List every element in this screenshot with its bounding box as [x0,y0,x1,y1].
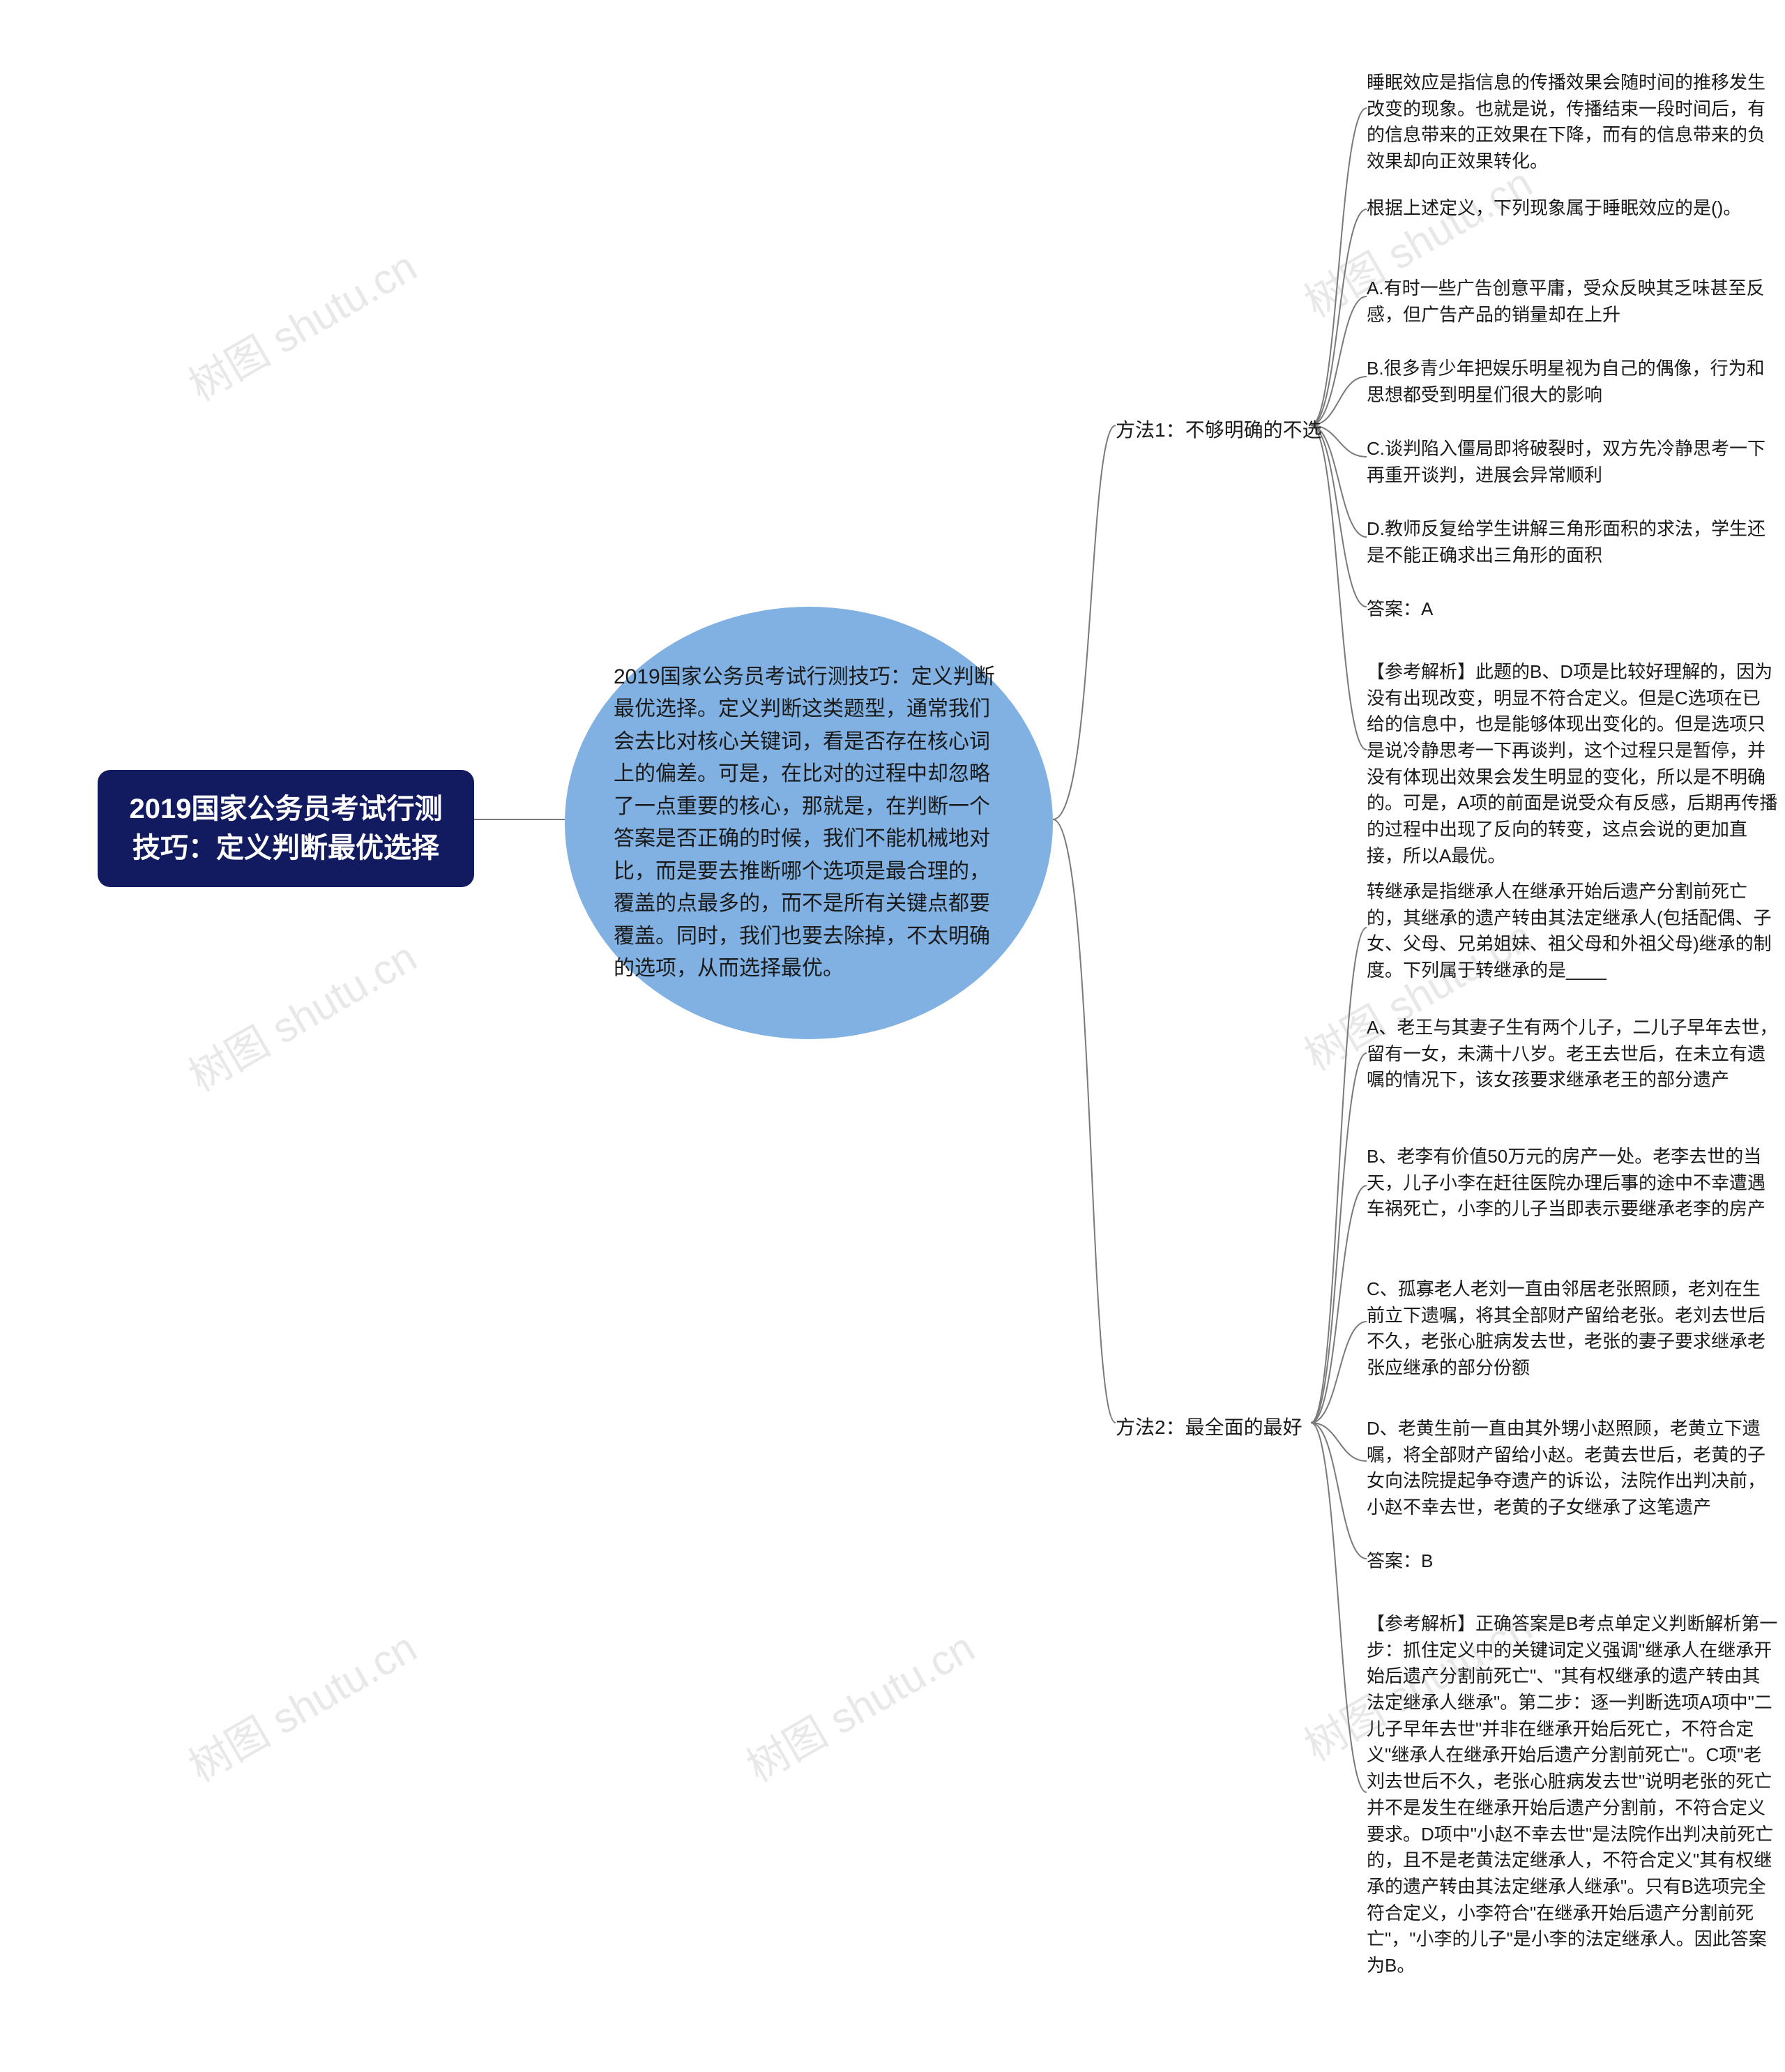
leaf-text: D.教师反复给学生讲解三角形面积的求法，学生还是不能正确求出三角形的面积 [1367,518,1765,566]
leaf-node[interactable]: A.有时一些广告创意平庸，受众反映其乏味甚至反感，但广告产品的销量却在上升 [1367,275,1778,328]
leaf-node[interactable]: C.谈判陷入僵局即将破裂时，双方先冷静思考一下再重开谈判，进展会异常顺利 [1367,436,1778,488]
leaf-text: C、孤寡老人老刘一直由邻居老张照顾，老刘在生前立下遗嘱，将其全部财产留给老张。老… [1367,1278,1765,1378]
leaf-node[interactable]: 根据上述定义，下列现象属于睡眠效应的是()。 [1367,195,1778,222]
leaf-node[interactable]: 转继承是指继承人在继承开始后遗产分割前死亡的，其继承的遗产转由其法定继承人(包括… [1367,879,1778,984]
leaf-text: 转继承是指继承人在继承开始后遗产分割前死亡的，其继承的遗产转由其法定继承人(包括… [1367,881,1772,981]
leaf-text: 【参考解析】此题的B、D项是比较好理解的，因为没有出现改变，明显不符合定义。但是… [1367,661,1777,866]
leaf-node[interactable]: 答案：A [1367,596,1778,623]
leaf-node[interactable]: A、老王与其妻子生有两个儿子，二儿子早年去世，留有一女，未满十八岁。老王去世后，… [1367,1015,1778,1094]
leaf-text: 答案：B [1367,1550,1433,1571]
leaf-node[interactable]: 【参考解析】正确答案是B考点单定义判断解析第一步：抓住定义中的关键词定义强调"继… [1367,1611,1778,1979]
leaf-node[interactable]: 睡眠效应是指信息的传播效果会随时间的推移发生改变的现象。也就是说，传播结束一段时… [1367,70,1778,175]
leaf-node[interactable]: B、老李有价值50万元的房产一处。老李去世的当天，儿子小李在赶往医院办理后事的途… [1367,1144,1778,1223]
leaf-text: A.有时一些广告创意平庸，受众反映其乏味甚至反感，但广告产品的销量却在上升 [1367,278,1765,325]
watermark: 树图 shutu.cn [176,1615,426,1794]
leaf-text: D、老黄生前一直由其外甥小赵照顾，老黄立下遗嘱，将全部财产留给小赵。老黄去世后，… [1367,1418,1765,1518]
leaf-node[interactable]: B.很多青少年把娱乐明星视为自己的偶像，行为和思想都受到明星们很大的影响 [1367,356,1778,408]
method1-label-text: 方法1：不够明确的不选 [1116,419,1322,441]
leaf-text: B、老李有价值50万元的房产一处。老李去世的当天，儿子小李在赶往医院办理后事的途… [1367,1146,1765,1219]
method2-label[interactable]: 方法2：最全面的最好 [1116,1412,1302,1440]
leaf-text: A、老王与其妻子生有两个儿子，二儿子早年去世，留有一女，未满十八岁。老王去世后，… [1367,1017,1777,1090]
watermark: 树图 shutu.cn [176,924,426,1103]
leaf-text: 【参考解析】正确答案是B考点单定义判断解析第一步：抓住定义中的关键词定义强调"继… [1367,1613,1777,1976]
method2-label-text: 方法2：最全面的最好 [1116,1416,1302,1438]
root-node[interactable]: 2019国家公务员考试行测技巧：定义判断最优选择 [98,770,474,887]
leaf-node[interactable]: 答案：B [1367,1548,1778,1575]
central-node[interactable]: 2019国家公务员考试行测技巧：定义判断最优选择。定义判断这类题型，通常我们会去… [565,607,1053,1039]
leaf-text: 根据上述定义，下列现象属于睡眠效应的是()。 [1367,197,1741,218]
central-text: 2019国家公务员考试行测技巧：定义判断最优选择。定义判断这类题型，通常我们会去… [614,661,1004,985]
leaf-text: B.很多青少年把娱乐明星视为自己的偶像，行为和思想都受到明星们很大的影响 [1367,358,1765,405]
watermark: 树图 shutu.cn [734,1615,984,1794]
method1-label[interactable]: 方法1：不够明确的不选 [1116,415,1322,443]
leaf-node[interactable]: D、老黄生前一直由其外甥小赵照顾，老黄立下遗嘱，将全部财产留给小赵。老黄去世后，… [1367,1416,1778,1521]
root-title: 2019国家公务员考试行测技巧：定义判断最优选择 [130,794,443,863]
leaf-text: 答案：A [1367,598,1433,619]
leaf-text: 睡眠效应是指信息的传播效果会随时间的推移发生改变的现象。也就是说，传播结束一段时… [1367,72,1765,172]
leaf-text: C.谈判陷入僵局即将破裂时，双方先冷静思考一下再重开谈判，进展会异常顺利 [1367,438,1765,485]
leaf-node[interactable]: D.教师反复给学生讲解三角形面积的求法，学生还是不能正确求出三角形的面积 [1367,516,1778,568]
watermark: 树图 shutu.cn [176,234,426,413]
leaf-node[interactable]: 【参考解析】此题的B、D项是比较好理解的，因为没有出现改变，明显不符合定义。但是… [1367,659,1778,870]
leaf-node[interactable]: C、孤寡老人老刘一直由邻居老张照顾，老刘在生前立下遗嘱，将其全部财产留给老张。老… [1367,1276,1778,1382]
